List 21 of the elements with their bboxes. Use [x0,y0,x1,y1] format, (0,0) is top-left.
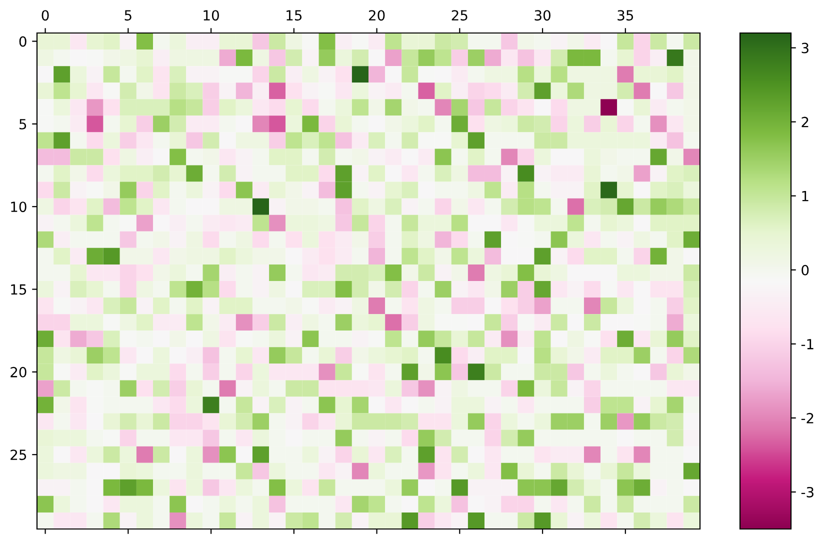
x-tick-label: 0 [42,10,49,21]
x-tick-label: 10 [204,10,219,21]
y-tick-label: 20 [10,366,26,378]
color-bar-label: 2 [802,116,808,128]
x-tick-label: 30 [534,10,550,21]
color-bar-label: -1 [801,339,814,350]
y-tick-label: 25 [10,450,26,460]
y-tick-label: 10 [11,202,26,212]
y-tick-label: 0 [19,36,26,47]
color-bar-label: 0 [802,264,809,276]
color-bar-label: -3 [801,486,814,498]
x-tick-label: 15 [286,10,302,21]
color-bar-label: 1 [802,191,808,202]
y-tick-label: 15 [11,284,26,295]
y-tick-label: 5 [20,119,26,130]
x-tick-label: 20 [368,10,385,21]
color-bar-label: -2 [801,412,814,424]
x-tick-label: 25 [452,10,468,21]
x-tick-label: 5 [124,10,132,21]
x-tick-label: 35 [618,10,634,21]
color-bar-label: 3 [802,42,808,54]
